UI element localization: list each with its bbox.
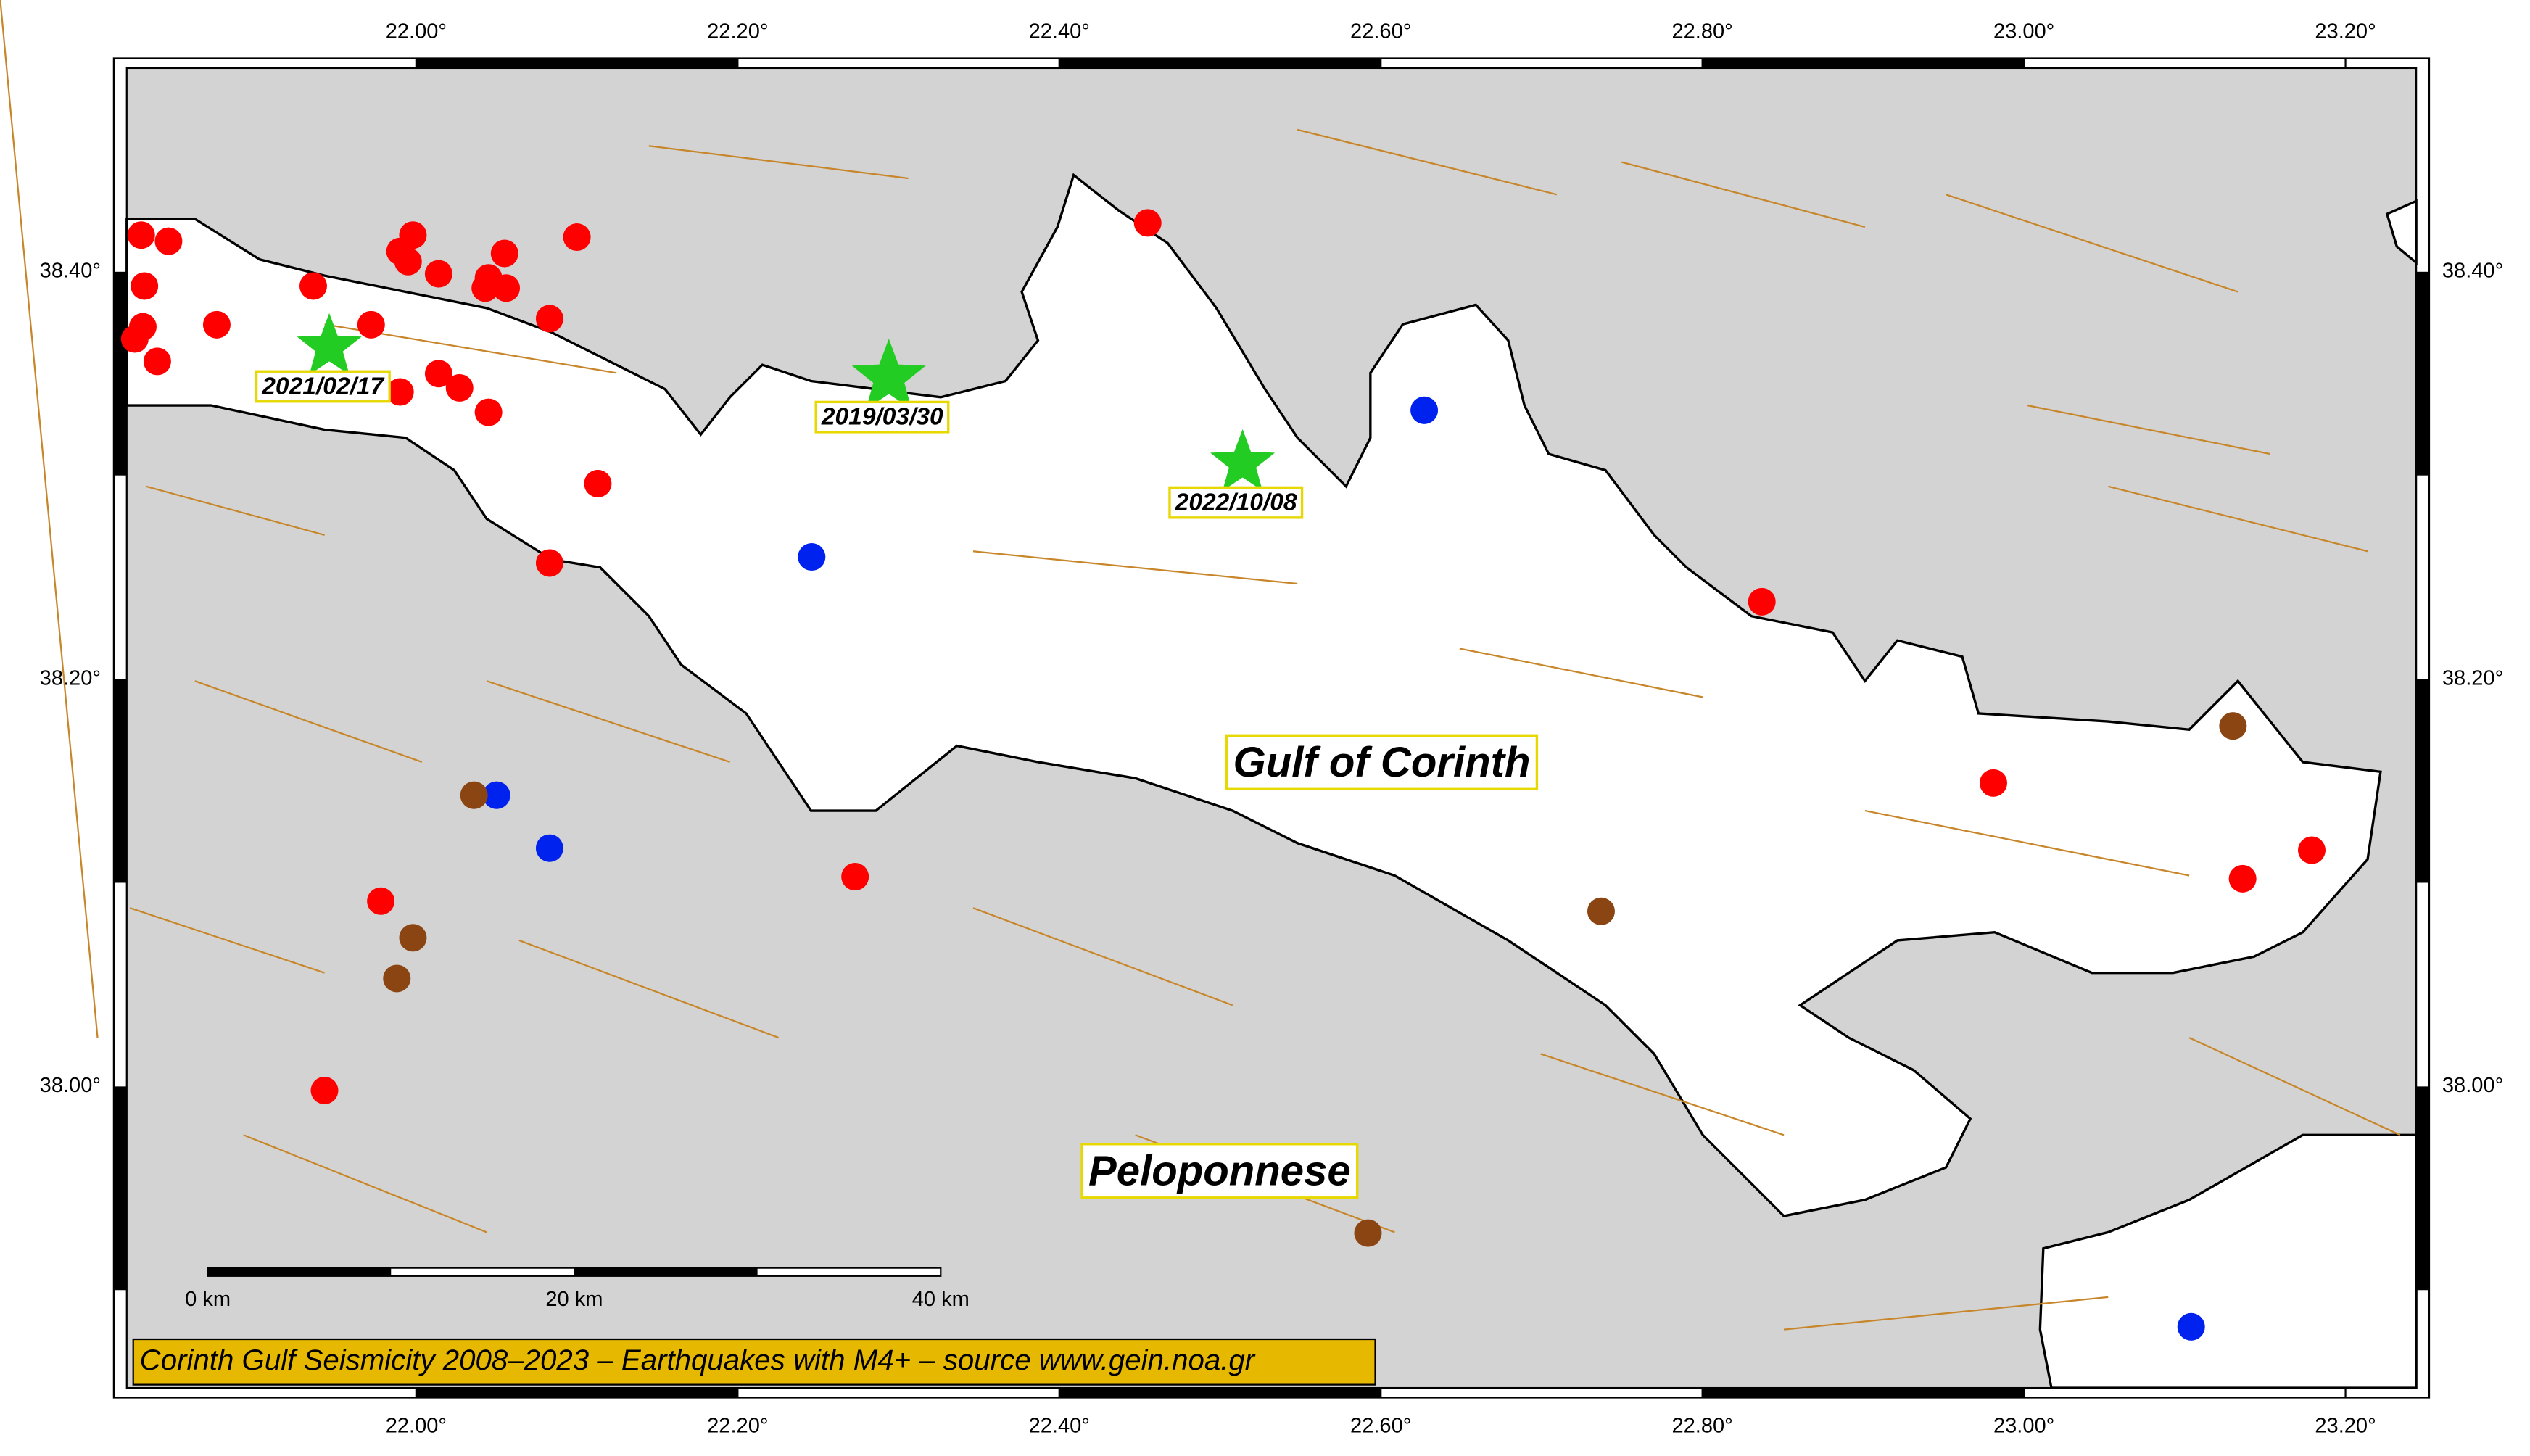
x-tick-label: 22.80° (1672, 20, 1733, 43)
epicenter (1748, 587, 1776, 616)
faults (0, 0, 2401, 1331)
place-label: Peloponnese (1088, 1147, 1351, 1194)
x-tick-label: 22.00° (386, 1414, 447, 1437)
epicenter (1133, 209, 1162, 237)
x-tick-label: 23.00° (1993, 20, 2054, 43)
event-date: 2019/03/30 (821, 404, 943, 431)
x-tick-label: 22.60° (1350, 1414, 1411, 1437)
epicenter (492, 274, 521, 302)
epicenter (310, 1076, 339, 1104)
epicenter (535, 549, 563, 577)
label-box (1225, 734, 1539, 790)
epicenter (1354, 1219, 1382, 1247)
x-tick-label: 22.20° (707, 20, 768, 43)
title: Corinth Gulf Seismicity 2008–2023 – Eart… (140, 1344, 1256, 1376)
epicenter (482, 781, 510, 809)
mainshock-star (297, 313, 362, 375)
scale-segment (574, 1267, 758, 1276)
frame-bar (1059, 58, 1381, 68)
epicenter (1979, 769, 2007, 797)
frame-bar (1702, 1388, 2025, 1398)
frame-bar (1059, 1388, 1381, 1398)
x-tick-label: 23.20° (2315, 20, 2376, 43)
place-label: Gulf of Corinth (1233, 739, 1530, 786)
epicenter (584, 469, 612, 497)
epicenter (2228, 864, 2257, 893)
x-tick-label: 22.40° (1029, 1414, 1090, 1437)
event-date: 2021/02/17 (261, 373, 384, 400)
frame-bar (2416, 271, 2430, 476)
x-tick-label: 22.40° (1029, 20, 1090, 43)
epicenter (127, 221, 155, 249)
epicenter (1410, 396, 1439, 424)
frame-bar (2416, 679, 2430, 883)
epicenter (383, 964, 411, 993)
x-tick-label: 22.00° (386, 20, 447, 43)
y-tick-label: 38.40° (40, 259, 101, 282)
y-tick-label: 38.00° (2442, 1074, 2503, 1097)
epicenter (2219, 712, 2247, 740)
date-box (255, 370, 391, 403)
epicenter (424, 360, 452, 388)
epicenter (2297, 836, 2326, 864)
scale-label: 40 km (912, 1288, 970, 1311)
x-tick-label: 22.20° (707, 1414, 768, 1437)
epicenter (131, 272, 159, 300)
epicenter (386, 378, 414, 406)
epicenter (143, 347, 171, 376)
x-tick-label: 23.00° (1993, 1414, 2054, 1437)
scale-label: 20 km (545, 1288, 603, 1311)
epicenter (2177, 1312, 2205, 1341)
epicenter (394, 247, 422, 276)
gulf-water (125, 173, 2382, 1217)
epicenter (299, 272, 327, 300)
label-box (1080, 1143, 1359, 1199)
epicenter (120, 325, 149, 353)
frame-bar (113, 1086, 127, 1291)
frame-bar (2416, 1086, 2430, 1291)
frame-bar (416, 1388, 738, 1398)
y-tick-label: 38.00° (40, 1074, 101, 1097)
epicenter (202, 310, 231, 339)
epicenter (357, 310, 385, 339)
x-tick-label: 22.80° (1672, 1414, 1733, 1437)
event-date: 2022/10/08 (1175, 489, 1297, 516)
epicenter (460, 781, 488, 809)
x-tick-label: 22.60° (1350, 20, 1411, 43)
mainshock-star (1210, 429, 1276, 491)
scale-label: 0 km (185, 1288, 231, 1311)
epicenter (424, 260, 452, 288)
frame-bar (113, 679, 127, 883)
epicenter (563, 223, 591, 252)
epicenter (445, 373, 474, 402)
scale-segment (207, 1267, 392, 1276)
date-box (814, 400, 950, 434)
y-tick-label: 38.20° (2442, 666, 2503, 690)
epicenter (535, 305, 563, 333)
title-box (132, 1338, 1376, 1386)
epicenter (474, 398, 503, 426)
epicenter (471, 274, 500, 302)
epicenter (1587, 897, 1615, 925)
y-tick-label: 38.20° (40, 666, 101, 690)
x-tick-label: 23.20° (2315, 1414, 2376, 1437)
epicenter (399, 924, 427, 952)
epicenter (841, 863, 869, 891)
frame-bar (416, 58, 738, 68)
y-tick-label: 38.40° (2442, 259, 2503, 282)
mainshock-star (851, 339, 926, 410)
epicenter (367, 887, 395, 915)
frame-bar (1702, 58, 2025, 68)
epicenter (798, 543, 826, 571)
epicenter (490, 239, 518, 268)
date-box (1168, 486, 1304, 519)
epicenter (154, 227, 183, 255)
epicenter (535, 834, 563, 862)
frame-bar (113, 271, 127, 476)
